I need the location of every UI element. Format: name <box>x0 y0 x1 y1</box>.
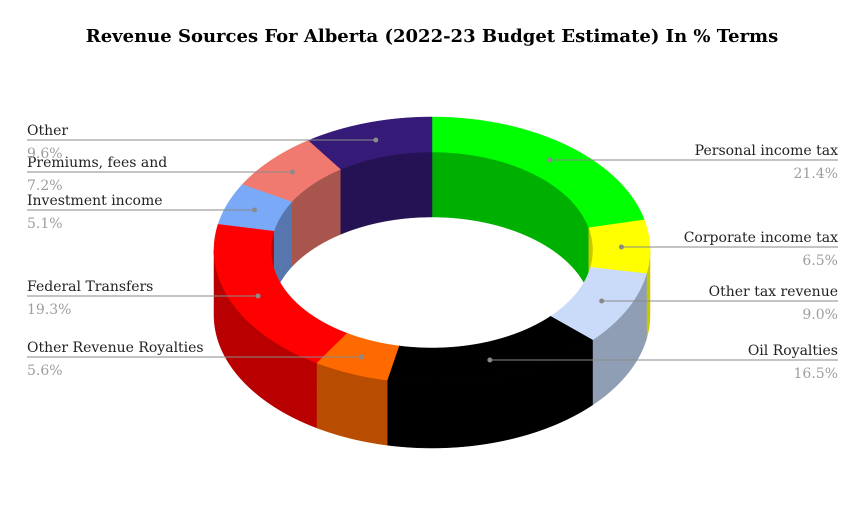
slice-label-value: 9.6% <box>27 146 63 162</box>
slice-label-name: Other <box>27 123 68 139</box>
slice-label-name: Premiums, fees and <box>27 155 167 171</box>
slice-label-name: Personal income tax <box>695 143 838 159</box>
leader-dot <box>599 298 605 304</box>
label-personal-income-tax: Personal income tax 21.4% <box>547 143 838 182</box>
label-other: Other 9.6% <box>27 123 379 162</box>
slice-label-value: 6.5% <box>802 253 838 269</box>
leader-dot <box>618 244 624 250</box>
slice-label-value: 16.5% <box>794 366 838 382</box>
slice-label-value: 9.0% <box>802 307 838 323</box>
leader-dot <box>251 207 257 213</box>
label-other-tax-revenue: Other tax revenue 9.0% <box>599 284 838 323</box>
slice-label-name: Corporate income tax <box>684 230 838 246</box>
leader-dot <box>547 157 553 163</box>
slice-label-name: Other tax revenue <box>709 284 838 300</box>
donut-side-walls <box>213 151 651 449</box>
slice-labels: Personal income tax 21.4% Corporate income… <box>27 123 838 382</box>
label-premiums-fees-and: Premiums, fees and 7.2% <box>27 155 295 194</box>
label-corporate-income-tax: Corporate income tax 6.5% <box>618 230 838 269</box>
slice-label-value: 5.1% <box>27 216 63 232</box>
leader-dot <box>373 137 379 143</box>
leader-dot <box>289 169 295 175</box>
slice-label-name: Investment income <box>27 193 163 209</box>
slice-label-name: Other Revenue Royalties <box>27 340 204 356</box>
slice-label-value: 7.2% <box>27 178 63 194</box>
slice-label-value: 21.4% <box>794 166 838 182</box>
label-other-revenue-royalties: Other Revenue Royalties 5.6% <box>27 340 364 379</box>
slice-label-name: Federal Transfers <box>27 279 153 295</box>
slice-label-name: Oil Royalties <box>748 343 838 359</box>
leader-dot <box>255 293 261 299</box>
chart-title: Revenue Sources For Alberta (2022-23 Bud… <box>85 26 779 47</box>
slice-other <box>308 116 433 170</box>
donut-top-faces <box>213 116 651 384</box>
leader-dot <box>487 357 493 363</box>
label-oil-royalties: Oil Royalties 16.5% <box>487 343 838 382</box>
slice-label-value: 5.6% <box>27 363 63 379</box>
leader-dot <box>358 354 364 360</box>
label-federal-transfers: Federal Transfers 19.3% <box>27 279 261 318</box>
label-investment-income: Investment income 5.1% <box>27 193 257 232</box>
slice-label-value: 19.3% <box>27 302 71 318</box>
